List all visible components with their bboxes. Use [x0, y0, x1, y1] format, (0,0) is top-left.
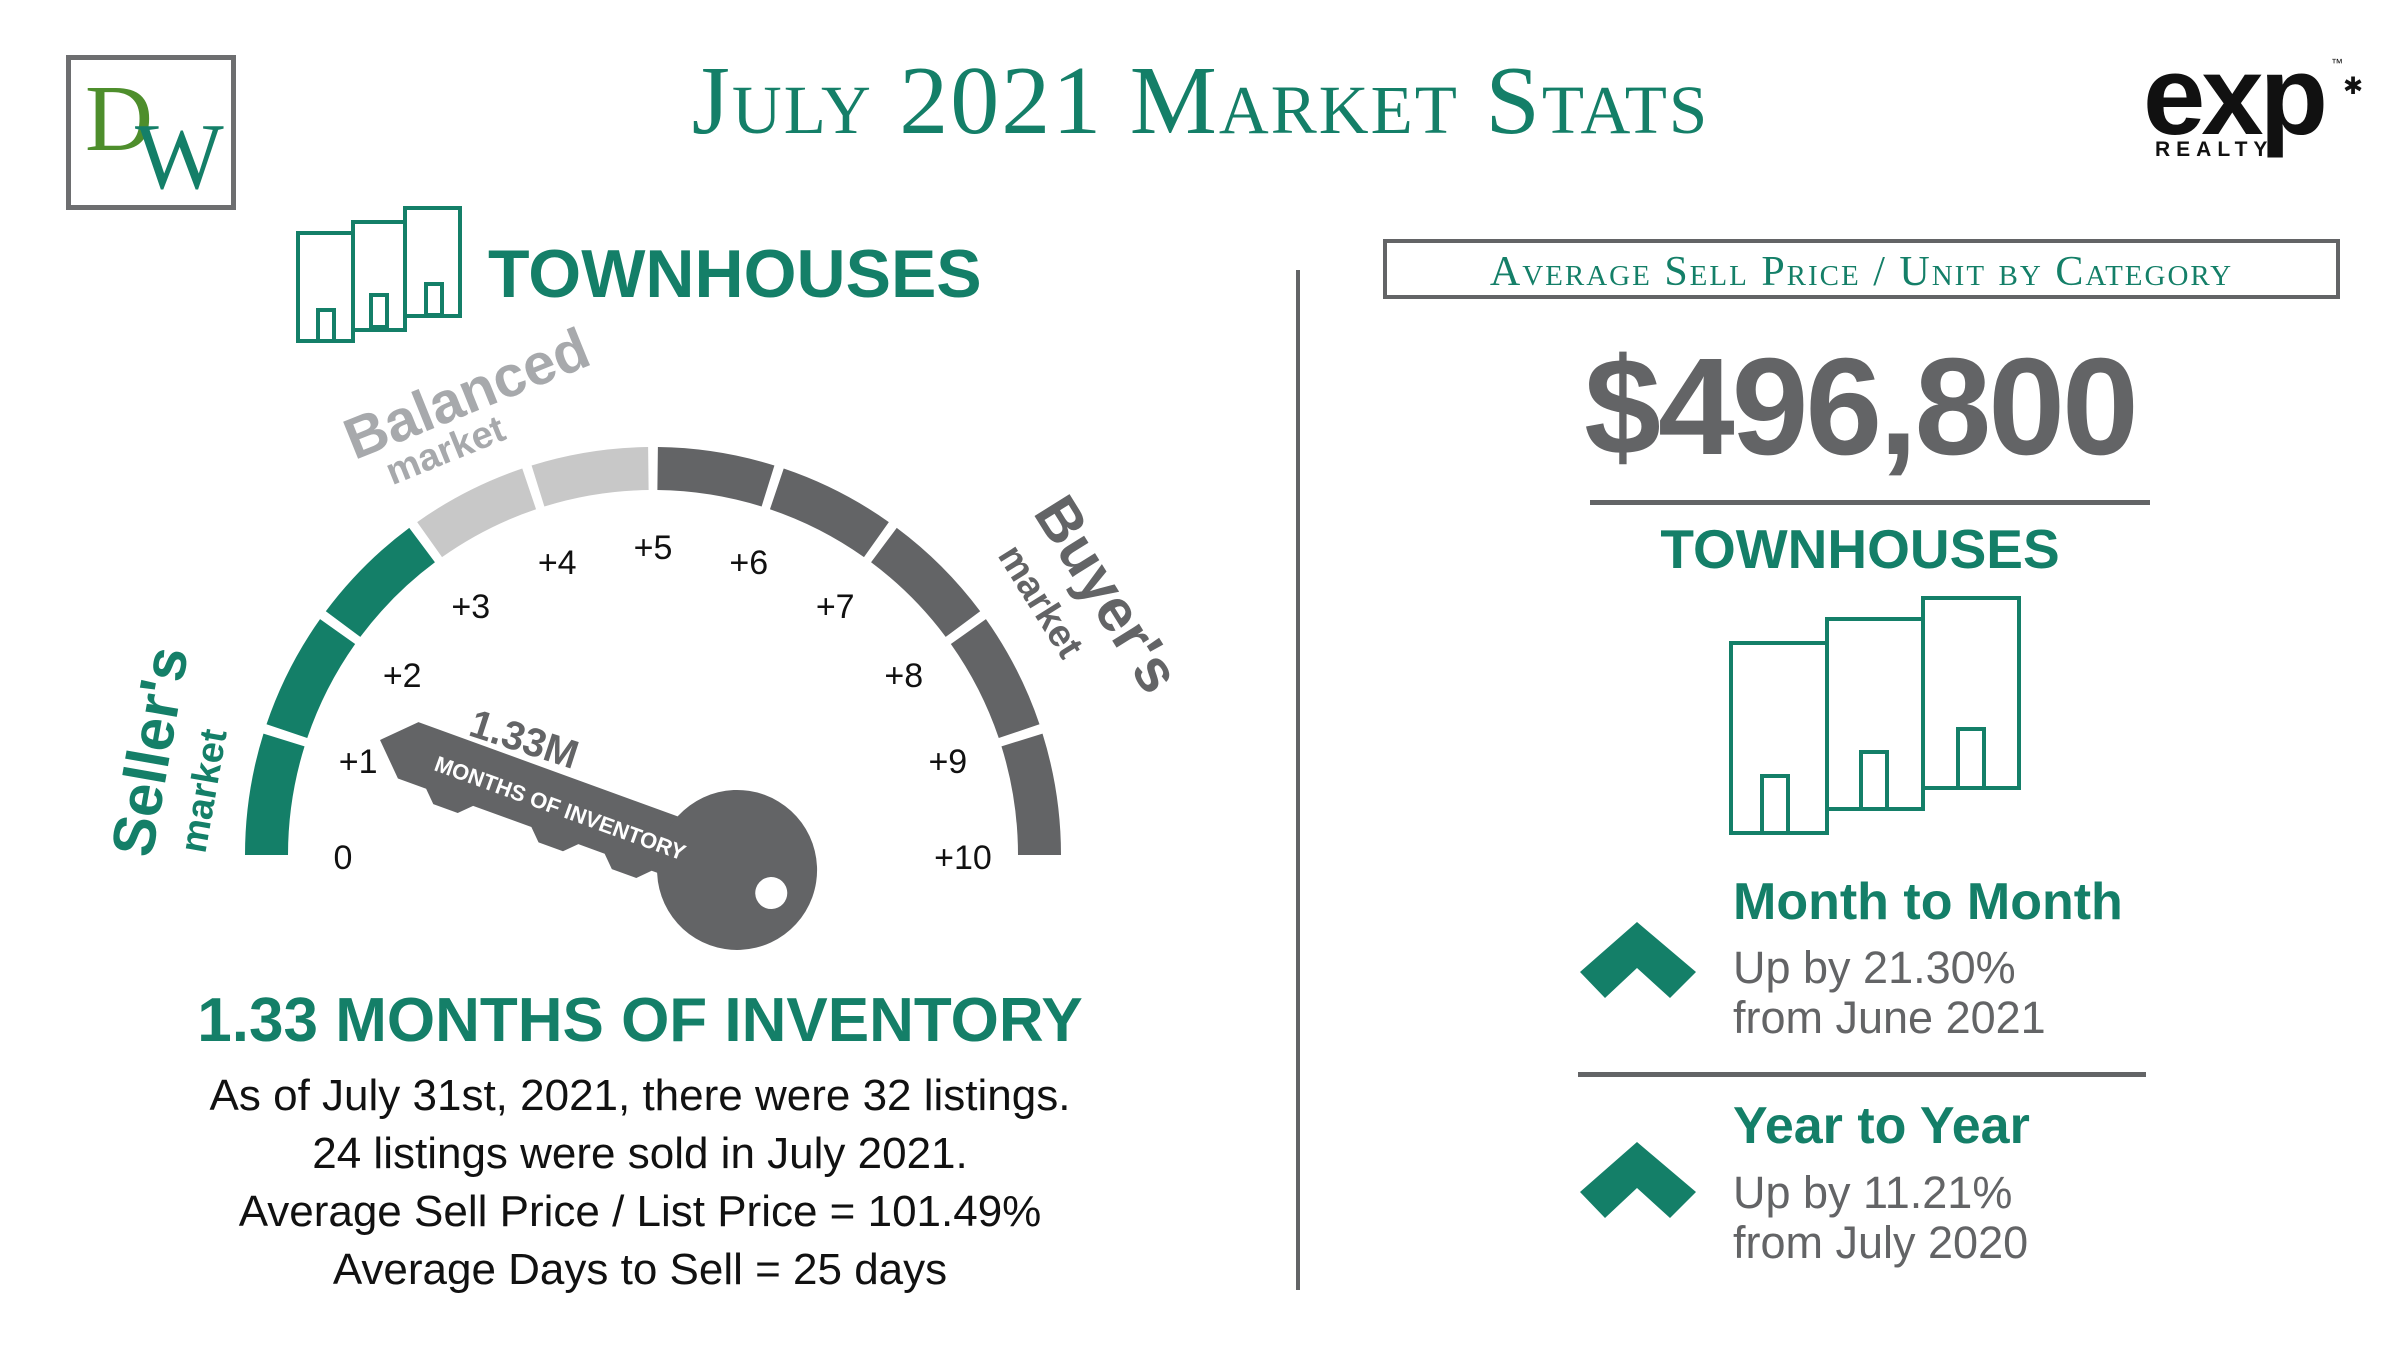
key-hole [755, 877, 788, 910]
gauge-segment [657, 447, 775, 507]
up-arrow-icon [1580, 922, 1696, 1218]
gauge-segment [871, 527, 981, 637]
gauge-segment [950, 619, 1040, 739]
year-to-year-title: Year to Year [1733, 1097, 2030, 1155]
gauge-segment [266, 619, 356, 739]
inventory-line-sell-list-ratio: Average Sell Price / List Price = 101.49… [238, 1187, 1042, 1236]
gauge-segment [1001, 733, 1061, 855]
trademark-mark: ™ [2331, 56, 2343, 70]
gauge-segment [245, 733, 305, 855]
inventory-line-sold: 24 listings were sold in July 2021. [312, 1129, 968, 1178]
year-to-year-period: from July 2020 [1733, 1217, 2029, 1268]
month-to-month-title: Month to Month [1733, 873, 2123, 931]
gauge-tick-label: +8 [884, 657, 923, 695]
gauge-tick-label: +7 [816, 588, 855, 626]
gauge-tick-label: +2 [383, 657, 422, 695]
maple-leaf-icon: ✱ [2343, 73, 2364, 100]
gauge-tick-label: +5 [634, 529, 673, 567]
gauge-tick-label: +4 [538, 544, 577, 582]
townhouse-large-icon [1729, 596, 2021, 835]
dw-logo-letter-w: W [135, 105, 224, 209]
gauge-category-label: TOWNHOUSES [488, 236, 982, 312]
inventory-line-listings: As of July 31st, 2021, there were 32 lis… [209, 1071, 1071, 1120]
inventory-line-days-to-sell: Average Days to Sell = 25 days [332, 1245, 948, 1294]
changes-divider [1578, 1072, 2146, 1077]
gauge-tick-label: +1 [339, 743, 378, 781]
average-price-heading-text: Average Sell Price / Unit by Category [1489, 249, 2234, 295]
inventory-headline: 1.33 MONTHS OF INVENTORY [197, 986, 1083, 1055]
gauge-tick-label: +6 [729, 544, 768, 582]
gauge-segment [417, 468, 537, 558]
gauge-segment [325, 527, 435, 637]
key-blade [380, 722, 701, 882]
average-price-heading: Average Sell Price / Unit by Category [1383, 239, 2340, 299]
exp-realty-logo: exp ™ ✱ REALTY [2143, 40, 2373, 168]
exp-wordmark: exp [2143, 33, 2328, 158]
page-title: July 2021 Market Stats [691, 47, 1710, 155]
price-category-label: TOWNHOUSES [1660, 518, 2060, 580]
key-pointer-icon: MONTHS OF INVENTORY [380, 722, 818, 950]
gauge-segment [769, 468, 889, 558]
gauge-tick-label: +3 [451, 588, 490, 626]
dw-logo-letter-d: D [85, 67, 153, 171]
year-to-year-change: Up by 11.21% [1733, 1167, 2013, 1218]
average-price-value: $496,800 [1584, 330, 2139, 484]
exp-realty-subtitle: REALTY [2155, 138, 2274, 161]
month-to-month-period: from June 2021 [1733, 992, 2046, 1043]
dw-logo: D W [66, 55, 236, 210]
gauge-tick-label: +10 [934, 839, 992, 877]
price-underline [1590, 500, 2150, 505]
gauge-segment [531, 447, 649, 507]
month-to-month-change: Up by 21.30% [1733, 942, 2016, 993]
key-bow [657, 789, 818, 950]
vertical-divider [1296, 270, 1300, 1290]
gauge-tick-label: +9 [928, 743, 967, 781]
townhouse-small-icon [296, 206, 462, 343]
gauge-tick-label: 0 [334, 839, 353, 877]
